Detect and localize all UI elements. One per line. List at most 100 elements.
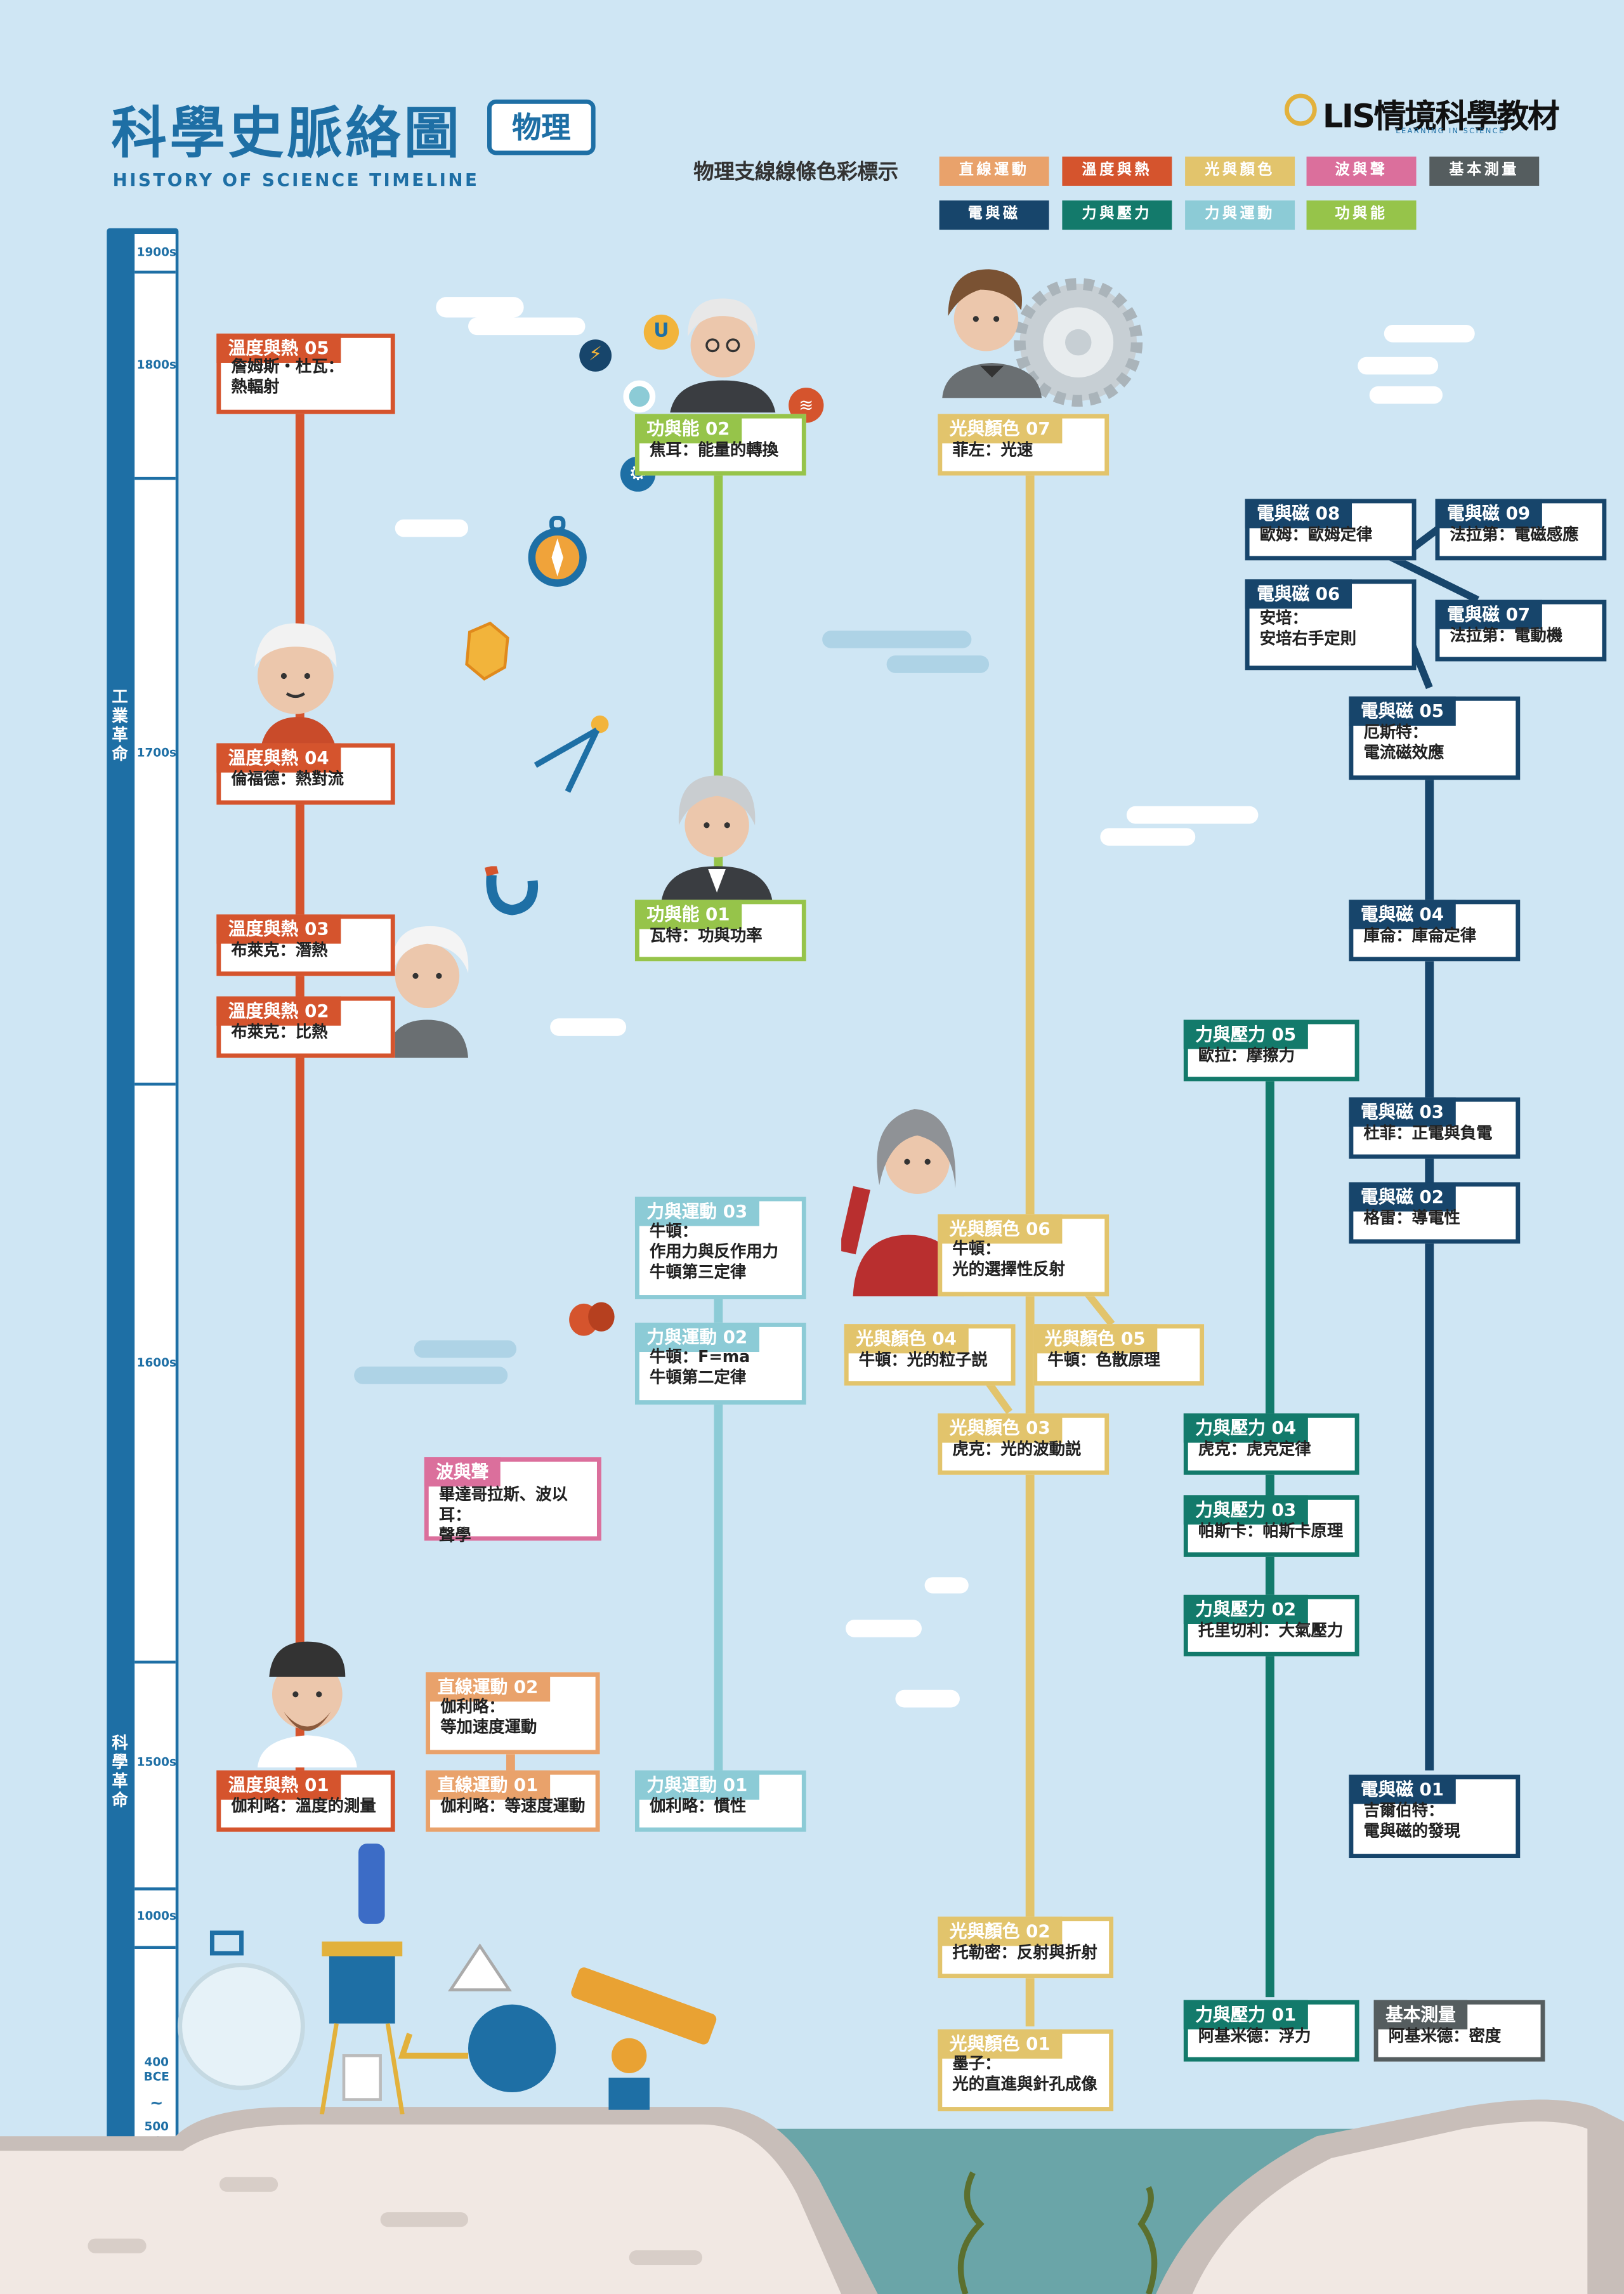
card-tag: 電與磁 06 [1245,579,1352,609]
card-text: 畢達哥拉斯、波以耳： 聲學 [438,1485,568,1545]
era-label-tilde: ~ [150,2094,164,2113]
magnet-icon [485,866,539,915]
card-text: 虎克：光的波動説 [952,1439,1082,1459]
card-light-color-04: 光與顏色 04 牛頓：光的粒子説 [844,1324,1016,1386]
card-tag: 溫度與熱 03 [216,914,341,944]
apple-icon [569,1302,615,1336]
cloud [895,1689,960,1708]
card-text: 阿基米德：密度 [1388,2026,1502,2046]
card-text: 牛頓： 作用力與反作用力 牛頓第三定律 [650,1221,778,1282]
card-tag: 電與磁 02 [1349,1182,1456,1212]
card-force-motion-02: 力與運動 02 牛頓：F=ma 牛頓第二定律 [634,1322,806,1405]
era-divider [134,476,176,480]
card-force-motion-01: 力與運動 01 伽利略：慣性 [634,1770,806,1832]
card-light-color-05: 光與顏色 05 牛頓：色散原理 [1033,1324,1205,1386]
era-label-1800s: 1800s [136,358,176,372]
horseshoe-magnet-icon: U [643,314,679,350]
cloud [468,317,586,336]
card-tag: 功與能 01 [634,900,742,929]
card-tag: 光與顏色 05 [1033,1324,1158,1354]
card-text: 牛頓： 光的選擇性反射 [952,1239,1065,1279]
portrait-galileo [257,1641,357,1768]
card-tag: 功與能 02 [634,414,742,443]
card-text: 帕斯卡：帕斯卡原理 [1198,1521,1344,1541]
card-tag: 溫度與熱 01 [216,1770,341,1800]
card-linear-motion-01: 直線運動 01 伽利略：等速度運動 [426,1770,600,1832]
portrait-black [386,926,469,1058]
card-tag: 直線運動 02 [426,1672,550,1702]
card-text: 歐姆：歐姆定律 [1259,525,1373,544]
card-text: 格雷：導電性 [1363,1209,1460,1228]
card-text: 阿基米德：浮力 [1198,2026,1311,2046]
card-basic-measurement: 基本測量 阿基米德：密度 [1373,2000,1545,2062]
cloud [822,631,972,648]
portrait-fizeau [942,269,1042,398]
card-heat-04: 溫度與熱 04 倫福德：熱對流 [216,743,395,805]
card-light-color-02: 光與顏色 02 托勒密：反射與折射 [938,1917,1114,1979]
card-tag: 光與顏色 02 [938,1917,1063,1946]
card-tag: 電與磁 07 [1435,600,1542,629]
card-tag: 電與磁 05 [1349,696,1456,726]
cloud [846,1620,922,1637]
card-text: 菲左：光速 [952,440,1033,460]
card-electromagnetism-03: 電與磁 03 杜菲：正電與負電 [1349,1097,1521,1159]
lightning-icon: ⚡ [579,339,612,372]
card-tag: 力與壓力 02 [1183,1594,1308,1625]
card-text: 歐拉：摩擦力 [1198,1046,1295,1065]
logo-subtext: LEARNING IN SCIENCE [1396,127,1505,136]
card-electromagnetism-01: 電與磁 01 吉爾伯特： 電與磁的發現 [1349,1774,1521,1859]
card-tag: 溫度與熱 02 [216,996,341,1026]
era-label-1600s: 1600s [136,1356,176,1370]
card-tag: 光與顏色 01 [938,2029,1063,2059]
logo: LIS情境科學教材 LEARNING IN SCIENCE [1281,88,1560,137]
card-electromagnetism-04: 電與磁 04 庫侖：庫侖定律 [1349,900,1521,962]
card-tag: 溫度與熱 05 [216,333,341,363]
card-force-pressure-01: 力與壓力 01 阿基米德：浮力 [1183,2000,1359,2062]
cloud [924,1577,969,1594]
compass-icon [528,515,587,587]
legend-chip-wave: 波與聲 [1306,156,1417,186]
era-label-1700s: 1700s [136,746,176,759]
card-tag: 力與運動 01 [634,1770,759,1800]
card-text: 安培： 安培右手定則 [1259,608,1356,648]
card-text: 托里切利：大氣壓力 [1198,1621,1344,1641]
portrait-watt [661,775,773,901]
card-text: 牛頓：F=ma 牛頓第二定律 [650,1347,750,1387]
scientific-revolution-label: 科學革命 [112,1733,128,1810]
card-tag: 光與顏色 06 [938,1214,1063,1244]
card-text: 牛頓：色散原理 [1047,1350,1160,1370]
era-label-1000s: 1000s [136,1909,176,1923]
card-heat-03: 溫度與熱 03 布萊克：潛熱 [216,914,395,976]
era-label-400bce: 400 BCE [143,2055,169,2084]
portrait-newton [841,1109,964,1297]
legend-chip-force-pressure: 力與壓力 [1062,200,1172,230]
era-divider [134,1946,176,1950]
card-text: 詹姆斯・杜瓦： 熱輻射 [231,357,344,397]
card-text: 虎克：虎克定律 [1198,1439,1311,1459]
card-tag: 力與運動 03 [634,1196,759,1226]
card-text: 布萊克：比熱 [231,1023,328,1042]
ring-icon [623,380,656,413]
timeline-track [134,234,176,2224]
drafting-compass-icon [534,715,609,793]
card-text: 伽利略：溫度的測量 [231,1797,376,1816]
card-tag: 力與運動 02 [634,1322,759,1353]
card-text: 伽利略： 等加速度運動 [440,1697,537,1737]
card-text: 瓦特：功與功率 [650,926,763,945]
card-tag: 波與聲 [424,1457,501,1487]
page-title: 科學史脈絡圖 [111,101,462,166]
card-tag: 力與壓力 04 [1183,1413,1308,1443]
legend-chip-force-motion: 力與運動 [1185,200,1295,230]
legend-chip-measurement: 基本測量 [1429,156,1540,186]
card-work-energy-02: 功與能 02 焦耳：能量的轉換 [634,414,806,476]
card-force-pressure-04: 力與壓力 04 虎克：虎克定律 [1183,1413,1359,1475]
legend-chip-linear-motion: 直線運動 [939,156,1049,186]
era-label-1500s: 1500s [136,1755,176,1769]
card-electromagnetism-08: 電與磁 08 歐姆：歐姆定律 [1245,499,1417,561]
card-force-motion-03: 力與運動 03 牛頓： 作用力與反作用力 牛頓第三定律 [634,1196,806,1300]
legend-chip-heat: 溫度與熱 [1062,156,1172,186]
era-divider [134,270,176,274]
card-tag: 電與磁 08 [1245,499,1352,528]
subject-tag: 物理 [487,99,596,155]
cloud [1384,325,1475,343]
